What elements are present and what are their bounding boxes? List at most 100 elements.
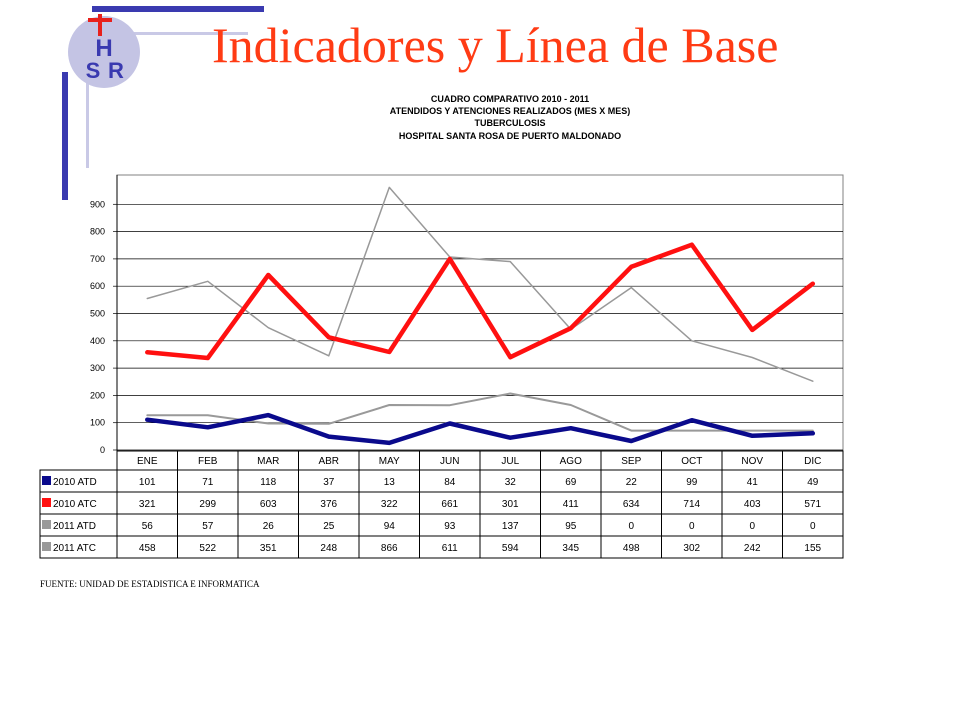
legend-key <box>42 476 51 485</box>
table-cell-value: 376 <box>320 499 337 510</box>
accent-bar-vertical-thin <box>86 38 89 168</box>
table-cell-value: 13 <box>384 477 396 488</box>
y-tick-label: 200 <box>90 390 105 400</box>
table-cell-value: 522 <box>199 543 216 554</box>
table-cell-value: 101 <box>139 477 156 488</box>
table-cell-value: 0 <box>689 521 695 532</box>
series-line-2011-atd <box>146 392 814 432</box>
table-cell-value: 22 <box>626 477 638 488</box>
y-tick-label: 900 <box>90 199 105 209</box>
accent-bar-vertical <box>62 72 68 200</box>
legend-key <box>42 520 51 529</box>
table-cell-value: 403 <box>744 499 761 510</box>
table-cell-value: 242 <box>744 543 761 554</box>
table-cell-value: 301 <box>502 499 519 510</box>
y-tick-label: 0 <box>100 445 105 455</box>
table-cell-value: 594 <box>502 543 519 554</box>
table-cell-value: 634 <box>623 499 640 510</box>
legend-entry: 2010 ATD <box>53 477 97 488</box>
table-cell-value: 0 <box>749 521 755 532</box>
x-category-label: MAY <box>379 456 400 467</box>
table-cell-value: 25 <box>323 521 335 532</box>
table-cell-value: 95 <box>565 521 577 532</box>
table-cell-value: 49 <box>807 477 819 488</box>
legend-key <box>42 542 51 551</box>
table-cell-value: 611 <box>442 543 458 554</box>
chart-title-line: HOSPITAL SANTA ROSA DE PUERTO MALDONADO <box>398 130 622 141</box>
y-tick-label: 100 <box>90 418 105 428</box>
table-cell-value: 32 <box>505 477 517 488</box>
x-category-label: MAR <box>257 456 279 467</box>
table-cell-value: 411 <box>563 499 579 510</box>
table-cell-value: 351 <box>260 543 277 554</box>
table-cell-value: 41 <box>747 477 759 488</box>
series-line-2010-atc <box>145 242 816 361</box>
table-cell-value: 571 <box>804 499 821 510</box>
table-cell-value: 714 <box>683 499 700 510</box>
logo-letter-s: S <box>86 58 101 83</box>
table-cell-value: 866 <box>381 543 398 554</box>
table-cell-value: 458 <box>139 543 156 554</box>
table-cell-value: 93 <box>444 521 456 532</box>
source-note: FUENTE: UNIDAD DE ESTADISTICA E INFORMAT… <box>40 579 260 589</box>
series-line-2010-atd <box>145 412 816 446</box>
y-tick-label: 500 <box>90 309 105 319</box>
x-category-label: ENE <box>137 456 158 467</box>
x-category-label: AGO <box>560 456 582 467</box>
table-cell-value: 57 <box>202 521 214 532</box>
x-category-label: OCT <box>681 456 702 467</box>
x-category-label: JUN <box>440 456 459 467</box>
table-cell-value: 302 <box>683 543 700 554</box>
y-tick-label: 600 <box>90 281 105 291</box>
x-category-label: SEP <box>621 456 641 467</box>
table-cell-value: 0 <box>628 521 634 532</box>
chart-title-line: ATENDIDOS Y ATENCIONES REALIZADOS (MES X… <box>389 106 631 117</box>
logo-cross-icon <box>88 14 112 36</box>
x-category-label: JUL <box>501 456 519 467</box>
legend-key <box>42 498 51 507</box>
legend-entry: 2010 ATC <box>53 499 97 510</box>
table-cell-value: 661 <box>441 499 458 510</box>
table-cell-value: 321 <box>139 499 156 510</box>
table-cell-value: 137 <box>502 521 519 532</box>
table-cell-value: 299 <box>199 499 216 510</box>
slide-title: Indicadores y Línea de Base <box>212 17 779 73</box>
x-category-label: ABR <box>318 456 339 467</box>
table-cell-value: 99 <box>686 477 698 488</box>
table-cell-value: 26 <box>263 521 275 532</box>
x-category-label: FEB <box>198 456 218 467</box>
y-tick-label: 800 <box>90 227 105 237</box>
chart-title-line: TUBERCULOSIS <box>474 118 546 129</box>
accent-bar-thin <box>88 32 248 35</box>
table-cell-value: 322 <box>381 499 398 510</box>
table-cell-value: 155 <box>804 543 821 554</box>
table-cell-value: 71 <box>202 477 214 488</box>
x-category-label: DIC <box>804 456 821 467</box>
table-cell-value: 69 <box>565 477 577 488</box>
legend-entry: 2011 ATD <box>53 521 96 532</box>
table-cell-value: 498 <box>623 543 640 554</box>
table-cell-value: 0 <box>810 521 816 532</box>
chart-title: CUADRO COMPARATIVO 2010 - 2011 ATENDIDOS… <box>300 93 720 142</box>
series-line-2011-atc <box>146 186 814 382</box>
y-tick-label: 400 <box>90 336 105 346</box>
table-cell-value: 37 <box>323 477 335 488</box>
table-cell-value: 118 <box>260 477 276 488</box>
table-cell-value: 248 <box>320 543 337 554</box>
table-row <box>39 535 844 559</box>
x-category-label: NOV <box>741 456 763 467</box>
table-row <box>39 469 844 493</box>
accent-bar-top <box>92 6 264 12</box>
logo-letter-h: H <box>95 35 112 62</box>
plot-area <box>116 174 844 452</box>
logo-letter-r: R <box>108 58 124 83</box>
table-cell-value: 94 <box>384 521 396 532</box>
table-cell-value: 84 <box>444 477 456 488</box>
y-tick-label: 300 <box>90 363 105 373</box>
table-cell-value: 56 <box>142 521 154 532</box>
hospital-logo: H S R <box>68 14 140 88</box>
table-cell-value: 345 <box>562 543 579 554</box>
chart-title-line: CUADRO COMPARATIVO 2010 - 2011 <box>430 94 590 104</box>
table-cell-value: 603 <box>260 499 277 510</box>
